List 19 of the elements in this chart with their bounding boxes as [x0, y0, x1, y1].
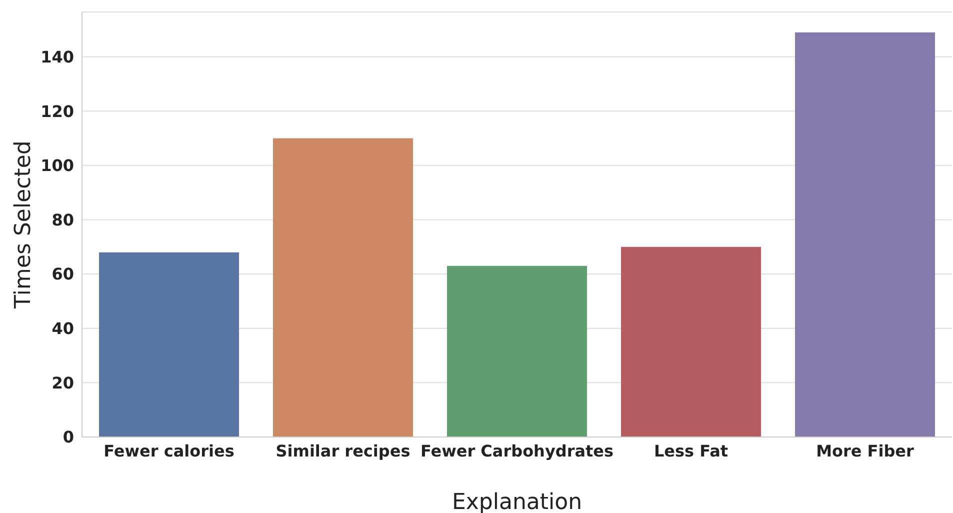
x-tick-label: Fewer Carbohydrates: [420, 441, 614, 460]
y-tick-label: 60: [52, 264, 74, 284]
bar: [273, 138, 413, 437]
x-tick-label: Fewer calories: [104, 441, 234, 460]
x-tick-label: More Fiber: [816, 441, 914, 460]
y-tick-label: 20: [52, 373, 74, 392]
y-tick-label: 40: [52, 319, 74, 338]
y-tick-label: 120: [40, 102, 74, 121]
bar: [99, 252, 239, 437]
y-tick-label: 140: [40, 47, 74, 66]
x-tick-label: Less Fat: [654, 441, 728, 460]
y-axis-title: Times Selected: [10, 140, 36, 310]
bar: [447, 266, 587, 437]
x-tick-label: Similar recipes: [276, 441, 410, 460]
bar: [795, 32, 935, 437]
y-tick-label: 100: [40, 156, 74, 176]
y-tick-label: 0: [62, 428, 74, 447]
y-tick-label: 80: [52, 210, 74, 230]
bar: [621, 246, 761, 437]
